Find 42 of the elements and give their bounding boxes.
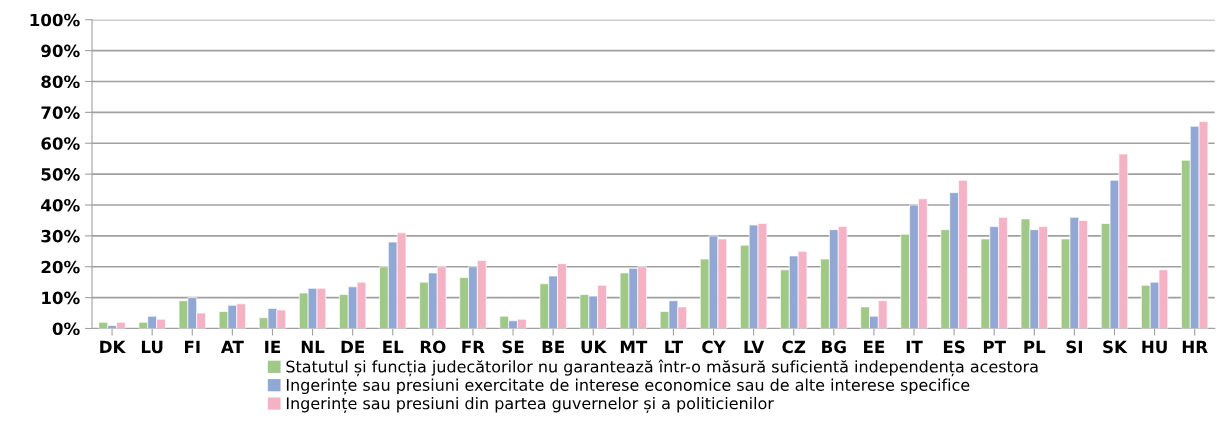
x-tick-label: EE (864, 340, 885, 353)
x-tick-label: EL (383, 340, 404, 353)
y-tick-label: 80% (41, 75, 80, 89)
x-tick-label: SE (502, 340, 524, 354)
x-tick-label: NL (301, 340, 325, 353)
x-tick-label: CZ (782, 340, 806, 354)
x-tick-label: LT (665, 340, 683, 353)
x-tick-label: BE (542, 340, 564, 353)
x-tick-label: DE (341, 340, 365, 353)
x-tick-label: IE (265, 340, 281, 353)
x-tick-label: FR (462, 340, 485, 353)
y-tick-label: 10% (42, 291, 80, 305)
y-tick-label: 100% (30, 13, 80, 27)
x-tick-label: IT (906, 340, 923, 353)
y-tick-label: 40% (41, 198, 80, 212)
y-tick-label: 20% (41, 260, 80, 274)
x-tick-label: DK (100, 340, 126, 353)
y-tick-label: 60% (41, 137, 80, 150)
x-tick-label: LV (744, 340, 765, 353)
x-tick-label: BG (822, 340, 846, 354)
x-tick-label: LU (141, 340, 163, 354)
y-tick-label: 30% (41, 229, 80, 243)
y-tick-label: 0% (52, 322, 80, 336)
x-tick-label: HU (1142, 340, 1167, 354)
x-tick-label: PT (983, 340, 1006, 353)
x-tick-label: PL (1024, 340, 1046, 353)
x-tick-label: SI (1066, 340, 1082, 354)
x-tick-label: RO (420, 340, 446, 354)
legend-label: Ingerințe sau presiuni din partea guvernelor și a politicienilor (286, 396, 774, 413)
x-tick-label: UK (581, 340, 607, 354)
legend-label: Ingerințe sau presiuni exercitate de interese economice sau de alte interese specifice (286, 378, 970, 395)
x-tick-label: HR (1182, 340, 1208, 353)
x-tick-label: FI (185, 340, 200, 353)
x-tick-label: CY (702, 340, 726, 354)
y-tick-label: 90% (41, 44, 80, 58)
y-tick-label: 70% (41, 106, 80, 119)
x-tick-label: MT (620, 340, 648, 353)
y-tick-label: 50% (41, 168, 80, 181)
x-tick-label: AT (220, 340, 244, 353)
x-tick-label: SK (1103, 340, 1128, 354)
legend-label: Statutul și funcția judecătorilor nu garantează într-o măsură suficientă independența acestora (286, 359, 1038, 377)
x-tick-label: ES (943, 340, 965, 354)
